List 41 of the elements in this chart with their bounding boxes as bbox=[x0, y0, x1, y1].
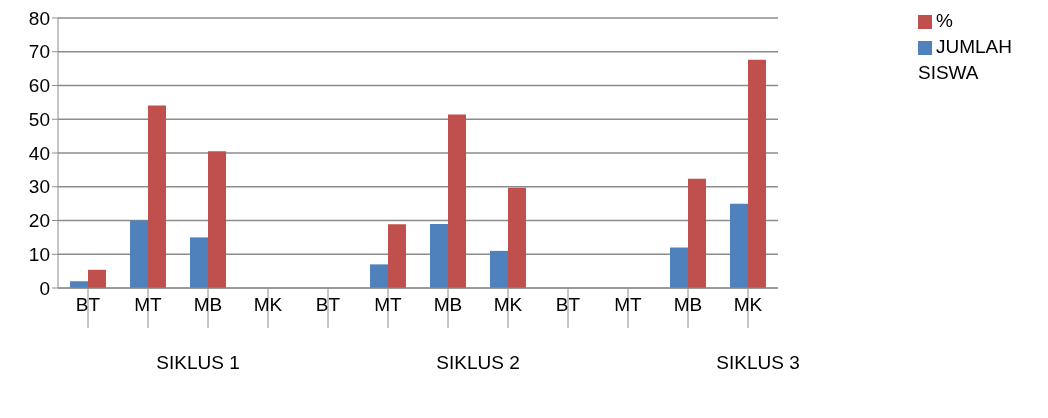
bar bbox=[208, 151, 226, 288]
y-tick-label: 30 bbox=[28, 176, 50, 198]
y-tick-label: 40 bbox=[28, 142, 50, 164]
bar bbox=[490, 250, 508, 288]
x-tick-label: MT bbox=[374, 294, 403, 316]
bar bbox=[448, 114, 466, 288]
x-tick-label: MK bbox=[733, 294, 763, 316]
x-tick-label: MK bbox=[493, 294, 523, 316]
bar bbox=[430, 223, 448, 288]
y-tick-label: 70 bbox=[28, 41, 50, 63]
x-tick-label: MB bbox=[193, 294, 223, 316]
x-tick-label: MT bbox=[614, 294, 643, 316]
text: SIKLUS 2 bbox=[435, 352, 521, 374]
y-tick-label: 20 bbox=[28, 210, 50, 232]
legend-label: % bbox=[936, 10, 953, 31]
bar bbox=[130, 220, 148, 288]
x-tick-label: MB bbox=[433, 294, 463, 316]
bar bbox=[388, 224, 406, 288]
legend-label: JUMLAH SISWA bbox=[918, 36, 1013, 83]
x-tick-label: MK bbox=[253, 294, 283, 316]
bar bbox=[148, 105, 166, 288]
bar bbox=[190, 237, 208, 288]
y-tick-label: 0 bbox=[39, 277, 50, 299]
bar bbox=[670, 247, 688, 288]
x-tick-label: BT bbox=[75, 294, 101, 316]
x-tick-label: BT bbox=[555, 294, 581, 316]
bar bbox=[688, 178, 706, 288]
bar bbox=[88, 269, 106, 288]
bar bbox=[370, 264, 388, 288]
text: SIKLUS 3 bbox=[715, 352, 801, 374]
y-tick-label: 60 bbox=[28, 75, 50, 97]
x-tick-label: MT bbox=[134, 294, 163, 316]
bar bbox=[730, 203, 748, 288]
y-tick-label: 10 bbox=[28, 243, 50, 265]
x-tick-label: BT bbox=[315, 294, 341, 316]
bar bbox=[748, 59, 766, 288]
y-tick-label: 80 bbox=[28, 7, 50, 29]
text: SIKLUS 1 bbox=[155, 352, 241, 374]
y-tick-label: 50 bbox=[28, 109, 50, 130]
x-tick-label: MB bbox=[673, 294, 703, 316]
bar bbox=[508, 187, 526, 288]
